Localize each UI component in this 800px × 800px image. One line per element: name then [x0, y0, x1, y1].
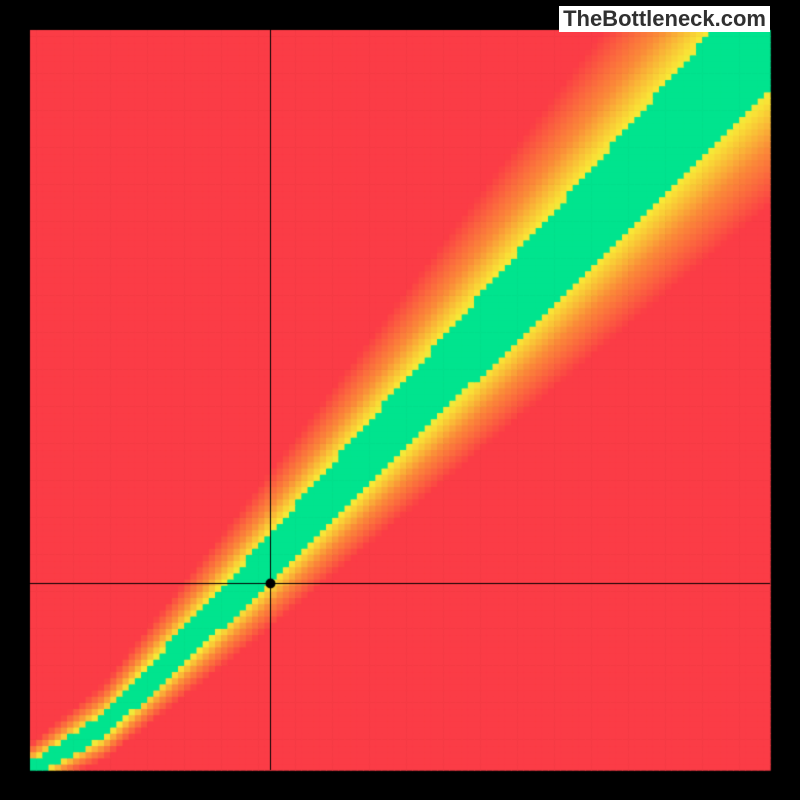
bottleneck-heatmap	[0, 0, 800, 800]
chart-container: TheBottleneck.com	[0, 0, 800, 800]
attribution-label: TheBottleneck.com	[559, 6, 770, 32]
